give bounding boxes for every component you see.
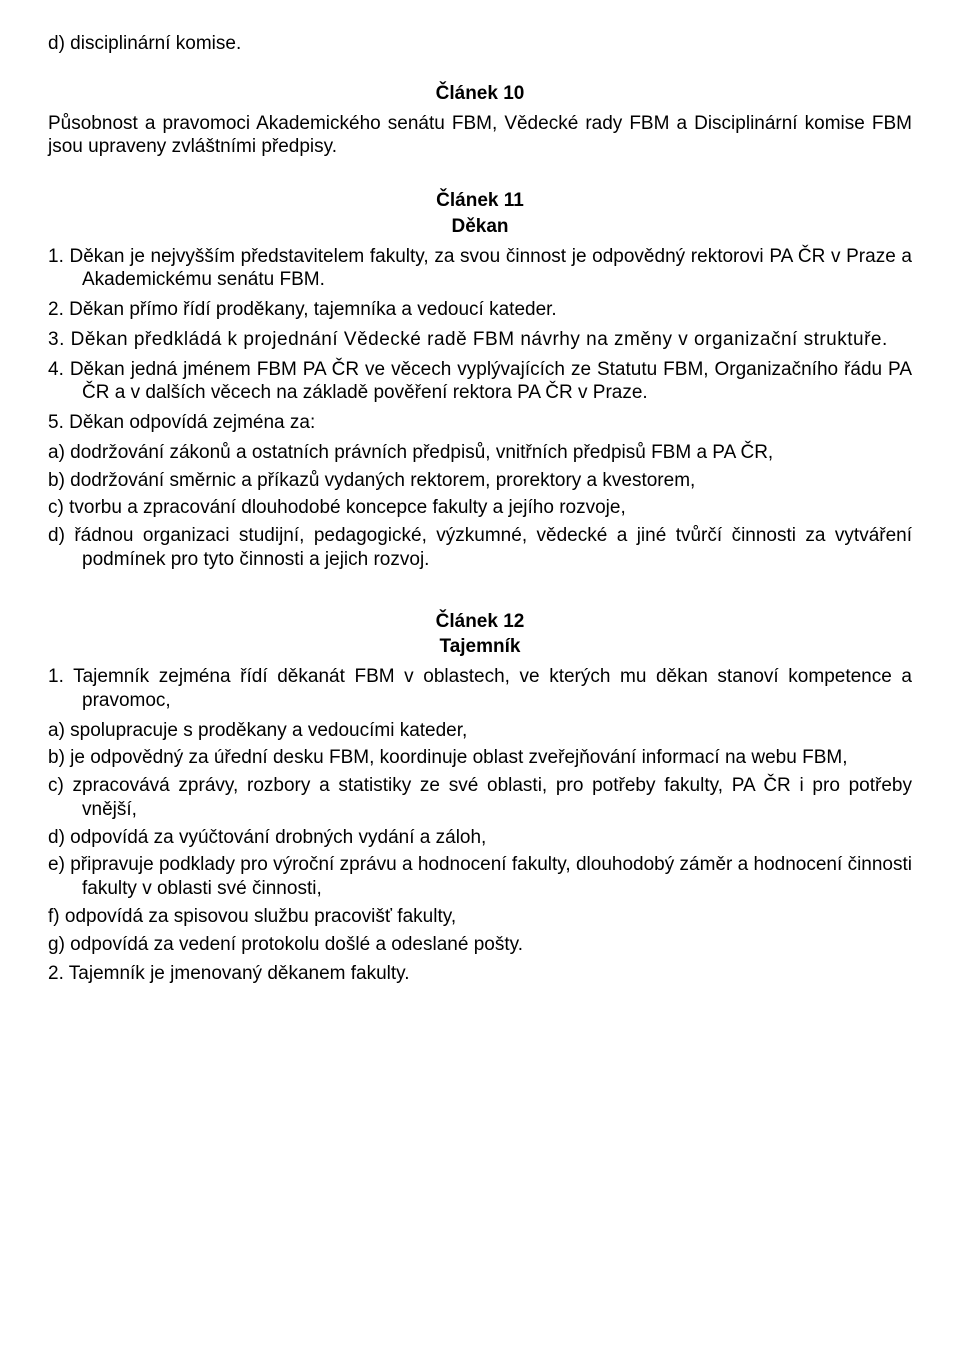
article-11-item-1: 1. Děkan je nejvyšším představitelem fak…: [48, 245, 912, 293]
article-11-item-4: 4. Děkan jedná jménem FBM PA ČR ve věcec…: [48, 358, 912, 406]
article-11-title: Článek 11: [48, 189, 912, 213]
article-11-subtitle: Děkan: [48, 215, 912, 239]
article-12-sub-a: a) spolupracuje s proděkany a vedoucími …: [48, 719, 912, 743]
article-11-item-2: 2. Děkan přímo řídí proděkany, tajemníka…: [48, 298, 912, 322]
article-12-sub-d: d) odpovídá za vyúčtování drobných vydán…: [48, 826, 912, 850]
article-12-item-1: 1. Tajemník zejména řídí děkanát FBM v o…: [48, 665, 912, 713]
list-item-d: d) disciplinární komise.: [48, 32, 912, 56]
article-11-sub-b: b) dodržování směrnic a příkazů vydaných…: [48, 469, 912, 493]
article-12-subtitle: Tajemník: [48, 635, 912, 659]
article-12-sub-e: e) připravuje podklady pro výroční zpráv…: [48, 853, 912, 901]
article-12-item-2: 2. Tajemník je jmenovaný děkanem fakulty…: [48, 962, 912, 986]
article-12-sub-c: c) zpracovává zprávy, rozbory a statisti…: [48, 774, 912, 822]
article-11-sub-d: d) řádnou organizaci studijní, pedagogic…: [48, 524, 912, 572]
article-12-sub-f: f) odpovídá za spisovou službu pracovišť…: [48, 905, 912, 929]
article-12-title: Článek 12: [48, 610, 912, 634]
article-10-title: Článek 10: [48, 82, 912, 106]
article-11-sub-a: a) dodržování zákonů a ostatních právníc…: [48, 441, 912, 465]
article-11-item-5: 5. Děkan odpovídá zejména za:: [48, 411, 912, 435]
article-11-item-3: 3. Děkan předkládá k projednání Vědecké …: [48, 328, 912, 352]
article-12-sub-b: b) je odpovědný za úřední desku FBM, koo…: [48, 746, 912, 770]
article-10-paragraph: Působnost a pravomoci Akademického senát…: [48, 112, 912, 160]
article-11-sub-c: c) tvorbu a zpracování dlouhodobé koncep…: [48, 496, 912, 520]
article-12-sub-g: g) odpovídá za vedení protokolu došlé a …: [48, 933, 912, 957]
